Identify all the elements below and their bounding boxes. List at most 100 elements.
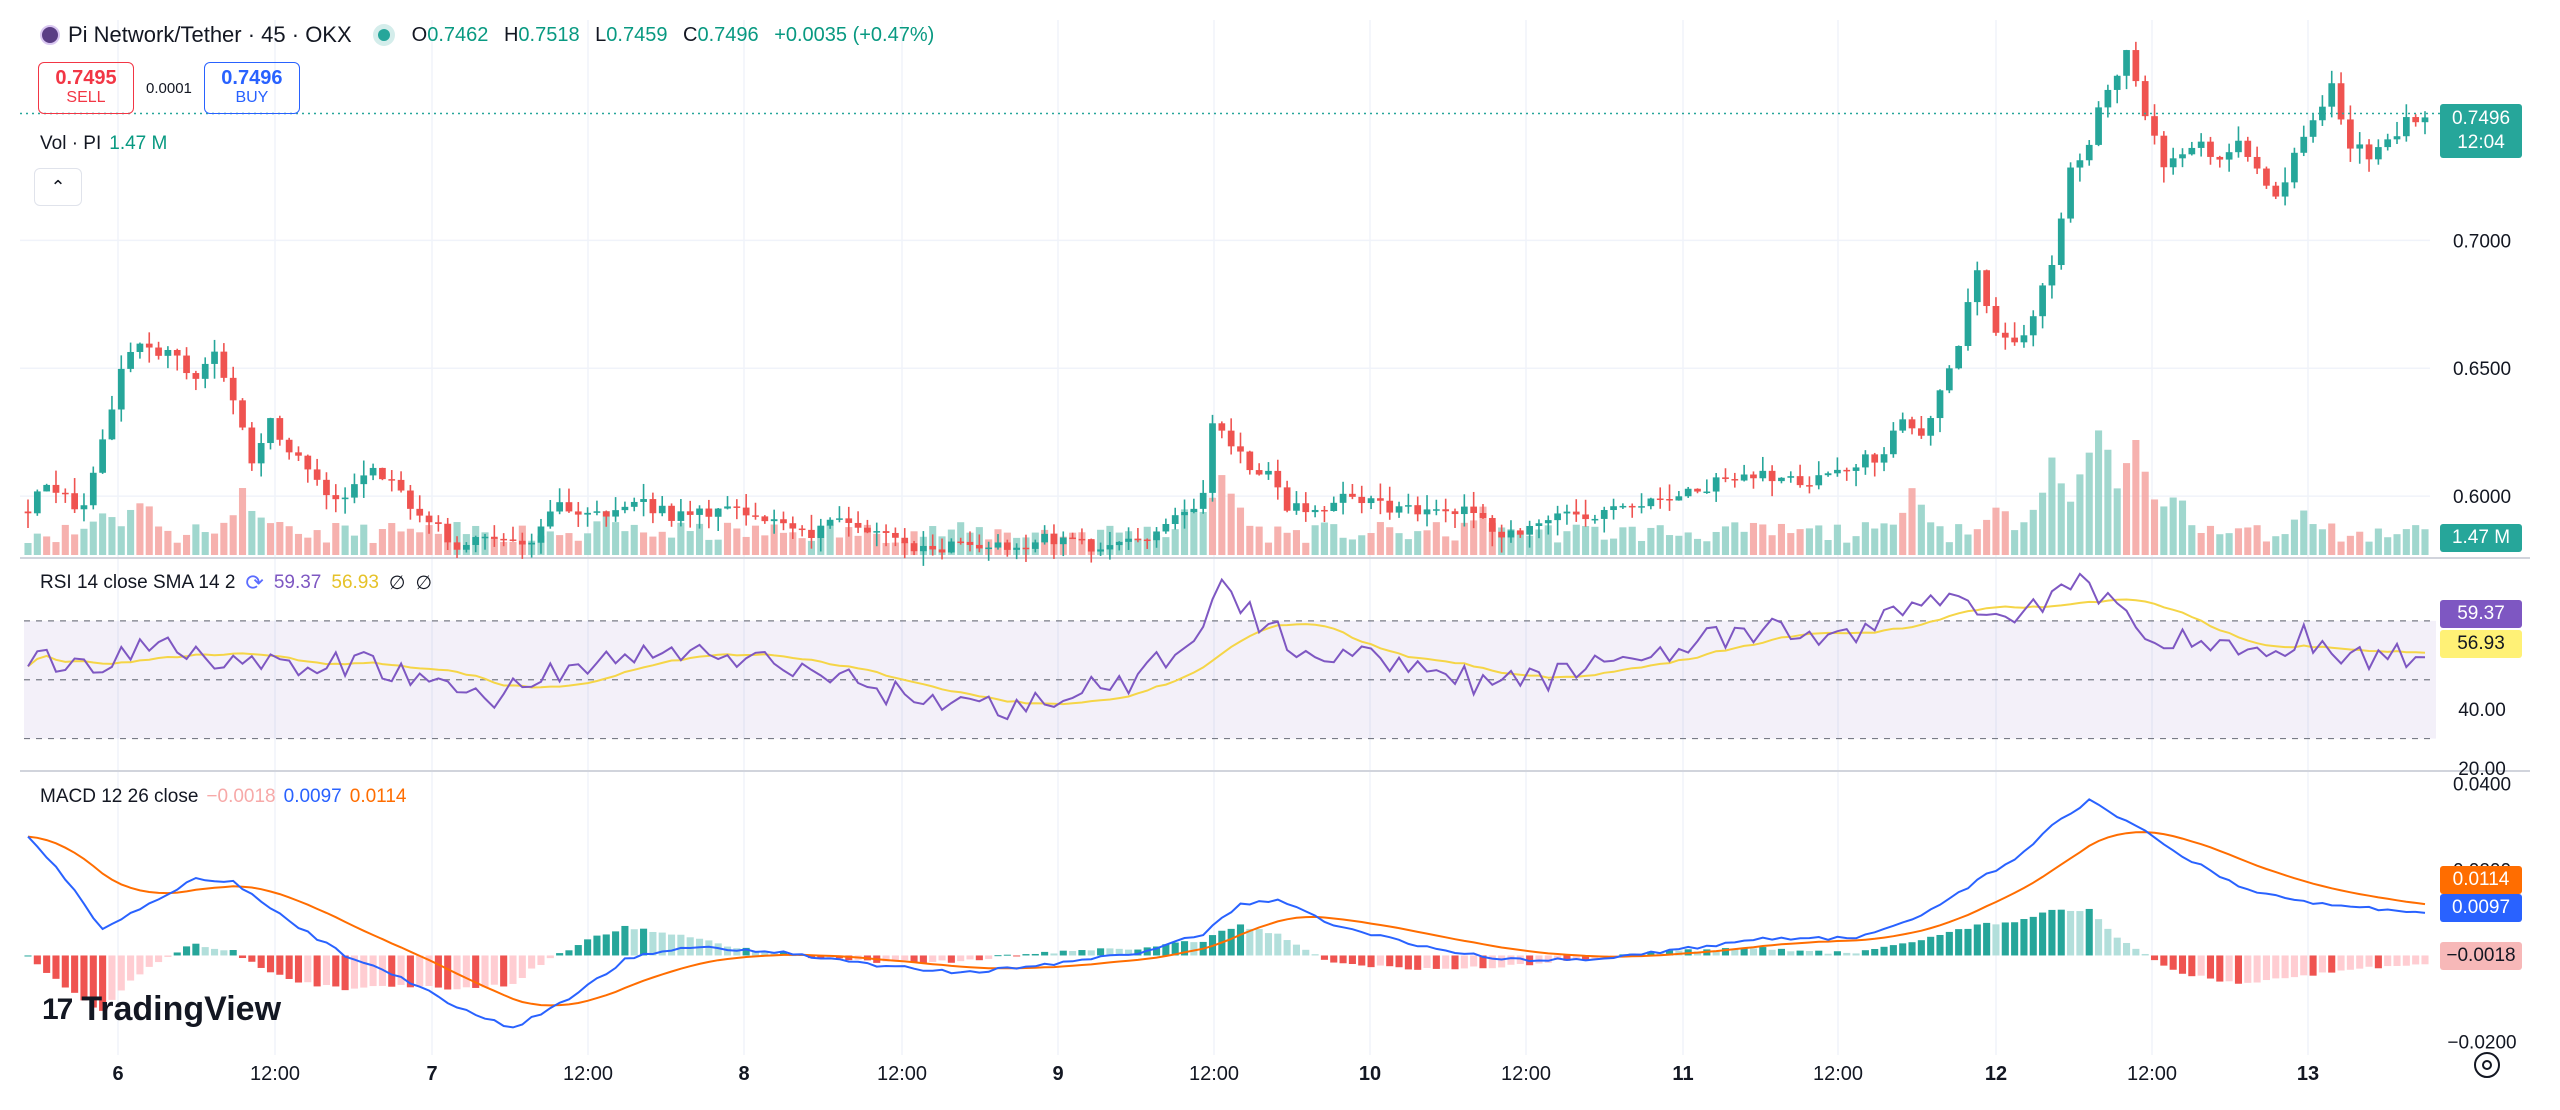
- candlesticks[interactable]: [20, 41, 2440, 566]
- volume-bar: [127, 509, 135, 555]
- candle-body: [1964, 302, 1972, 346]
- candle-body: [2123, 50, 2130, 76]
- candle-body: [2141, 81, 2149, 117]
- tradingview-logo-icon: 17: [42, 992, 73, 1026]
- macd-histogram-bar: [332, 955, 340, 987]
- candle-body: [2011, 337, 2018, 343]
- macd-histogram-bar: [1059, 950, 1067, 956]
- volume-bar: [2262, 541, 2270, 555]
- candle-body: [24, 511, 32, 514]
- volume-bar: [2300, 510, 2308, 555]
- refresh-icon[interactable]: ⟳: [245, 570, 264, 595]
- volume-bar: [1460, 522, 1468, 555]
- macd-histogram-bar: [761, 951, 769, 956]
- volume-bar: [742, 536, 750, 555]
- volume-bar: [1367, 533, 1375, 555]
- candle-body: [2095, 107, 2102, 145]
- macd-histogram-bar: [2393, 955, 2401, 966]
- volume-bar: [1861, 522, 1869, 555]
- candle-body: [1936, 390, 1944, 419]
- candle-body: [379, 467, 386, 480]
- volume-bar: [1535, 529, 1543, 555]
- candle-body: [649, 499, 657, 514]
- candle-body: [1134, 538, 1142, 541]
- macd-histogram-bar: [518, 955, 526, 978]
- macd-histogram-bar: [360, 955, 368, 988]
- candle-body: [2179, 154, 2186, 159]
- candle-body: [602, 511, 610, 517]
- volume-bar: [2150, 499, 2159, 555]
- macd-histogram-bar: [2113, 937, 2121, 956]
- candle-body: [2253, 156, 2261, 169]
- macd-histogram-bar: [1889, 945, 1897, 956]
- volume-bar: [1591, 526, 1599, 555]
- candle-body: [966, 541, 974, 545]
- candle-body: [854, 522, 862, 528]
- volume-bar: [229, 515, 237, 555]
- candle-body: [1171, 515, 1179, 525]
- macd-histogram-bar: [2057, 909, 2065, 956]
- candle-body: [2029, 316, 2037, 336]
- macd-histogram-bar: [1376, 955, 1384, 966]
- candle-body: [285, 439, 293, 453]
- candle-body: [1880, 454, 1888, 463]
- macd-histogram-bar: [1936, 934, 1944, 956]
- tradingview-logo[interactable]: 17 TradingView: [42, 990, 282, 1028]
- macd-histogram-bar: [220, 950, 228, 956]
- macd-histogram-bar: [1759, 947, 1767, 956]
- candle-body: [1806, 485, 1813, 487]
- macd-histogram-bar: [742, 947, 750, 956]
- symbol-title[interactable]: Pi Network/Tether · 45 · OKX: [68, 22, 352, 47]
- macd-histogram-bar: [481, 955, 489, 988]
- macd-histogram-bar: [1087, 950, 1095, 956]
- volume-bar: [1442, 536, 1450, 555]
- buy-button[interactable]: 0.7496 BUY: [203, 62, 300, 114]
- candle-body: [1265, 470, 1272, 475]
- time-axis-label: 12:00: [563, 1063, 613, 1085]
- volume-bar: [1945, 542, 1953, 555]
- candle-body: [901, 537, 909, 544]
- sell-button[interactable]: 0.7495 SELL: [38, 62, 134, 114]
- macd-legend[interactable]: MACD 12 26 close −0.0018 0.0097 0.0114: [40, 786, 407, 807]
- volume-bar: [1479, 506, 1487, 555]
- macd-histogram-bar: [117, 955, 125, 991]
- macd-histogram-bar: [1815, 950, 1823, 956]
- candle-body: [2048, 265, 2056, 286]
- candle-body: [836, 518, 843, 520]
- candle-body: [826, 519, 834, 526]
- candle-body: [509, 539, 517, 541]
- time-axis-label: 12:00: [2127, 1063, 2177, 1085]
- candle-body: [173, 349, 181, 356]
- candle-body: [267, 418, 274, 444]
- volume-legend[interactable]: Vol · PI 1.47 M: [40, 133, 168, 154]
- candle-body: [192, 373, 200, 379]
- volume-bar: [621, 531, 629, 555]
- settings-gear-icon[interactable]: [2474, 1052, 2500, 1078]
- volume-bar: [1656, 525, 1664, 555]
- macd-histogram-bar: [2328, 955, 2336, 973]
- collapse-legend-button[interactable]: ⌃: [34, 168, 82, 206]
- candle-body: [2076, 160, 2084, 168]
- macd-histogram-bar: [1871, 948, 1879, 956]
- volume-bar: [574, 540, 582, 555]
- macd-histogram-bar: [2188, 955, 2196, 977]
- candle-body: [2207, 141, 2214, 157]
- volume-bar: [257, 517, 265, 555]
- candle-body: [1274, 470, 1282, 488]
- macd-histogram-bar: [266, 955, 275, 973]
- candle-body: [686, 511, 694, 515]
- volume-bar: [677, 522, 685, 555]
- candle-body: [929, 545, 937, 550]
- macd-histogram-bar: [2020, 919, 2028, 956]
- macd-histogram-bar: [1749, 948, 1758, 956]
- candle-body: [1302, 503, 1310, 513]
- macd-histogram-bar: [472, 955, 480, 988]
- rsi-legend[interactable]: RSI 14 close SMA 14 2 ⟳ 59.37 56.93 ∅ ∅: [40, 570, 433, 595]
- candle-body: [1209, 423, 1216, 493]
- candle-body: [770, 519, 778, 522]
- candle-body: [938, 549, 946, 553]
- macd-histogram-bar: [1805, 951, 1813, 956]
- macd-histogram-bar: [1358, 955, 1366, 966]
- macd-histogram-bar: [1330, 955, 1338, 963]
